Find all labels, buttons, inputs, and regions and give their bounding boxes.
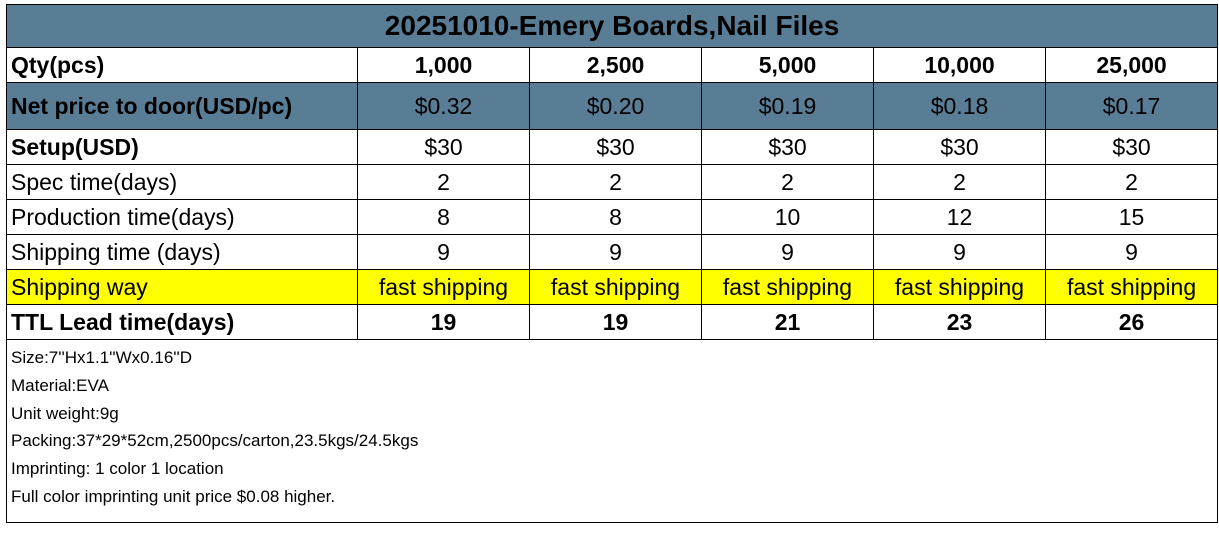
spec-time-value: 2 [529, 164, 702, 200]
shipping-way-row: Shipping way fast shipping fast shipping… [6, 269, 1219, 305]
lead-time-value: 23 [873, 304, 1046, 340]
shipping-time-value: 9 [1044, 234, 1219, 270]
note-unit-weight: Unit weight:9g [11, 403, 119, 423]
net-price-value: $0.17 [1044, 82, 1219, 130]
production-time-value: 15 [1044, 199, 1219, 235]
spec-time-label: Spec time(days) [6, 164, 358, 200]
net-price-value: $0.20 [529, 82, 702, 130]
note-size: Size:7''Hx1.1''Wx0.16''D [11, 348, 193, 367]
setup-value: $30 [701, 129, 874, 165]
qty-label: Qty(pcs) [6, 47, 358, 83]
title-row: 20251010-Emery Boards,Nail Files [5, 4, 1219, 48]
qty-value: 10,000 [873, 47, 1046, 83]
net-price-value: $0.18 [873, 82, 1046, 130]
lead-time-value: 21 [701, 304, 874, 340]
shipping-time-value: 9 [357, 234, 530, 270]
lead-time-value: 19 [529, 304, 702, 340]
lead-time-row: TTL Lead time(days) 19 19 21 23 26 [6, 304, 1219, 340]
qty-value: 2,500 [529, 47, 702, 83]
spec-time-value: 2 [701, 164, 874, 200]
setup-value: $30 [873, 129, 1046, 165]
production-time-value: 8 [357, 199, 530, 235]
shipping-time-row: Shipping time (days) 9 9 9 9 9 [6, 234, 1219, 270]
net-price-label: Net price to door(USD/pc) [6, 82, 358, 130]
shipping-time-label: Shipping time (days) [6, 234, 358, 270]
shipping-way-value: fast shipping [529, 269, 702, 305]
spec-time-value: 2 [357, 164, 530, 200]
shipping-way-value: fast shipping [701, 269, 874, 305]
net-price-row: Net price to door(USD/pc) $0.32 $0.20 $0… [6, 82, 1219, 130]
qty-row: Qty(pcs) 1,000 2,500 5,000 10,000 25,000 [6, 47, 1219, 83]
note-material: Material:EVA [11, 375, 109, 395]
qty-value: 5,000 [701, 47, 874, 83]
note-imprinting: Imprinting: 1 color 1 location [11, 459, 224, 479]
lead-time-value: 26 [1044, 304, 1219, 340]
spec-time-value: 2 [873, 164, 1046, 200]
shipping-way-value: fast shipping [873, 269, 1046, 305]
quote-table: 20251010-Emery Boards,Nail Files Qty(pcs… [5, 4, 1219, 523]
lead-time-label: TTL Lead time(days) [6, 304, 358, 340]
spec-time-value: 2 [1044, 164, 1219, 200]
setup-value: $30 [529, 129, 702, 165]
shipping-time-value: 9 [701, 234, 874, 270]
qty-value: 25,000 [1044, 47, 1219, 83]
note-full-color: Full color imprinting unit price $0.08 h… [11, 486, 336, 506]
setup-row: Setup(USD) $30 $30 $30 $30 $30 [6, 129, 1219, 165]
production-time-label: Production time(days) [6, 199, 358, 235]
shipping-way-label: Shipping way [6, 269, 358, 305]
shipping-way-value: fast shipping [357, 269, 530, 305]
setup-value: $30 [357, 129, 530, 165]
production-time-value: 10 [701, 199, 874, 235]
production-time-row: Production time(days) 8 8 10 12 15 [6, 199, 1219, 235]
net-price-value: $0.32 [357, 82, 530, 130]
shipping-time-value: 9 [529, 234, 702, 270]
notes-block: Size:7''Hx1.1''Wx0.16''D Material:EVA Un… [5, 339, 1219, 523]
spec-time-row: Spec time(days) 2 2 2 2 2 [6, 164, 1219, 200]
note-packing: Packing:37*29*52cm,2500pcs/carton,23.5kg… [11, 431, 419, 451]
production-time-value: 8 [529, 199, 702, 235]
production-time-value: 12 [873, 199, 1046, 235]
lead-time-value: 19 [357, 304, 530, 340]
setup-label: Setup(USD) [6, 129, 358, 165]
shipping-way-value: fast shipping [1044, 269, 1219, 305]
net-price-value: $0.19 [701, 82, 874, 130]
setup-value: $30 [1044, 129, 1219, 165]
qty-value: 1,000 [357, 47, 530, 83]
shipping-time-value: 9 [873, 234, 1046, 270]
notes-row: Size:7''Hx1.1''Wx0.16''D Material:EVA Un… [5, 339, 1219, 523]
sheet-title: 20251010-Emery Boards,Nail Files [5, 4, 1219, 48]
